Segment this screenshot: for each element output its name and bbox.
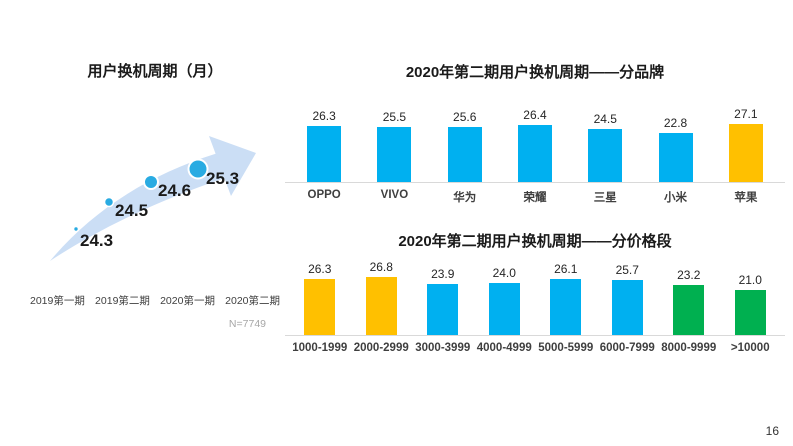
bar-column: 27.1 [711,107,781,182]
bar [611,279,643,335]
bar [673,285,705,335]
bar-value-label: 26.4 [523,108,547,123]
bar-column: 23.9 [412,267,474,335]
trend-point-value: 24.3 [80,231,113,250]
bar [658,133,693,182]
bar-column: 26.3 [289,108,359,182]
bar-column: 26.1 [535,262,597,335]
bar [307,125,342,182]
trend-point-2019-2 [103,196,115,208]
bar-category-label: 三星 [593,192,617,204]
bar [365,277,397,335]
brand-x-axis: OPPO VIVO 华为 荣耀 三星 小米 苹果 [285,189,785,205]
bar-column: 23.2 [658,268,720,335]
bar-column: 21.0 [720,273,782,335]
trend-point-value: 24.6 [158,181,191,200]
trend-x-label: 2020第二期 [225,295,280,307]
bar-column: 25.7 [597,263,659,335]
bar-value-label: 26.3 [308,261,332,276]
bar-category-label: OPPO [307,189,341,201]
bar-category-label: 小米 [664,192,688,204]
sample-size-note: N=7749 [228,318,266,330]
trend-point-2019-1 [73,226,79,232]
bar [734,289,766,335]
bar-category-label: 6000-7999 [599,342,655,354]
price-chart-title: 2020年第二期用户换机周期——分价格段 [398,233,672,250]
bar-category-label: 4000-4999 [476,342,532,354]
bar [377,127,412,182]
trend-point-value: 24.5 [115,201,148,220]
bar-value-label: 23.9 [431,266,455,281]
trend-chart-title: 用户换机周期（月） [87,63,223,80]
trend-x-label: 2020第一期 [160,295,215,307]
bar [550,278,582,335]
bar-category-label: 苹果 [734,192,758,204]
bar-category-label: 5000-5999 [538,342,594,354]
bar-category-label: >10000 [730,342,770,354]
trend-x-label: 2019第二期 [95,295,150,307]
bar-category-label: 3000-3999 [415,342,471,354]
bar [588,129,623,182]
bar-column: 25.6 [430,110,500,182]
trend-point-2020-1 [143,174,159,190]
brand-bar-chart: 2020年第二期用户换机周期——分品牌 26.3 25.5 25.6 26.4 24.5… [285,55,785,205]
bar-value-label: 26.1 [554,261,578,276]
bar [447,127,482,182]
trend-x-label: 2019第一期 [30,295,85,307]
price-bars-area: 26.3 26.8 23.9 24.0 26.1 25.7 23.2 21.0 [285,255,785,336]
brand-chart-title: 2020年第二期用户换机周期——分品牌 [405,64,665,81]
bar-value-label: 25.5 [382,110,407,125]
bar [517,125,552,182]
bar-category-label: 荣耀 [523,192,547,204]
brand-bars-area: 26.3 25.5 25.6 26.4 24.5 22.8 27.1 [285,102,785,183]
bar-value-label: 26.3 [312,108,336,123]
bar-category-label: 1000-1999 [292,342,348,354]
trend-chart-panel: 用户换机周期（月） 24.3 24.5 24.6 25.3 2019第一期 20… [30,55,280,330]
bar-category-label: 8000-9999 [661,342,717,354]
bar [427,283,459,335]
bar-column: 26.8 [351,260,413,335]
bar-category-label: 华为 [453,192,477,204]
bar-value-label: 23.2 [677,268,701,283]
bar-column: 26.4 [500,108,570,182]
bar-column: 22.8 [640,116,710,182]
trend-x-axis: 2019第一期 2019第二期 2020第一期 2020第二期 [30,293,280,308]
price-x-axis: 1000-1999 2000-2999 3000-3999 4000-4999 5000… [285,342,785,354]
bar-column: 24.0 [474,266,536,335]
bar [488,283,520,335]
trend-point-value: 25.3 [206,169,239,188]
page-number: 16 [765,424,779,438]
bar-value-label: 21.0 [738,272,762,287]
price-bar-chart: 2020年第二期用户换机周期——分价格段 26.3 26.8 23.9 24.0 26.… [285,225,785,354]
bar [304,278,336,335]
bar-column: 26.3 [289,261,351,335]
bar [728,123,763,182]
trend-point-2020-2 [187,158,209,180]
bar-value-label: 27.1 [734,106,758,121]
bar-value-label: 26.8 [369,260,393,275]
bar-value-label: 25.6 [453,110,477,124]
bar-category-label: 2000-2999 [353,342,409,354]
bar-category-label: VIVO [380,189,409,201]
bar-value-label: 24.5 [593,112,617,127]
bar-value-label: 24.0 [492,266,516,281]
bar-value-label: 25.7 [615,262,639,277]
bar-column: 24.5 [570,112,640,182]
trend-arrow-chart: 24.3 24.5 24.6 25.3 [50,136,256,261]
bar-value-label: 22.8 [663,116,688,130]
bar-column: 25.5 [359,110,429,182]
